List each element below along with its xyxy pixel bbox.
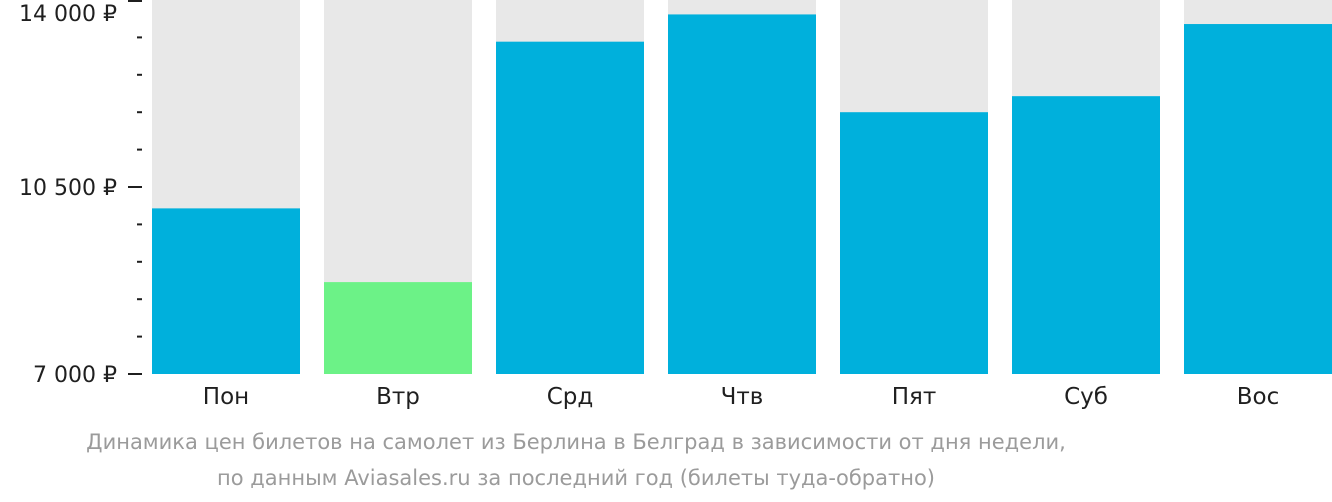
y-tick-label: 10 500 ₽ xyxy=(19,176,117,201)
x-tick-label: Суб xyxy=(1064,384,1108,410)
bar-6 xyxy=(1012,96,1160,375)
x-tick-label: Пят xyxy=(892,384,937,410)
x-tick-label: Втр xyxy=(376,384,420,410)
bar-5 xyxy=(840,112,988,374)
chart-caption-line-2: по данным Aviasales.ru за последний год … xyxy=(217,466,935,490)
x-tick-label: Чтв xyxy=(721,384,764,410)
x-tick-label: Вос xyxy=(1237,384,1280,410)
y-tick-label: 14 000 ₽ xyxy=(19,2,117,27)
bar-4 xyxy=(668,14,816,374)
y-tick-label: 7 000 ₽ xyxy=(33,363,117,388)
chart-caption-line-1: Динамика цен билетов на самолет из Берли… xyxy=(86,430,1066,454)
y-axis: 14 000 ₽ 10 500 ₽ 7 000 ₽ xyxy=(19,0,142,388)
bar-2 xyxy=(324,282,472,374)
bars-layer xyxy=(152,0,1332,375)
bar-7 xyxy=(1184,24,1332,375)
x-tick-label: Пон xyxy=(203,384,249,410)
x-axis-labels: Пон Втр Срд Чтв Пят Суб Вос xyxy=(203,384,1279,410)
x-tick-label: Срд xyxy=(547,384,594,410)
bar-3 xyxy=(496,41,644,374)
bar-1 xyxy=(152,208,300,374)
